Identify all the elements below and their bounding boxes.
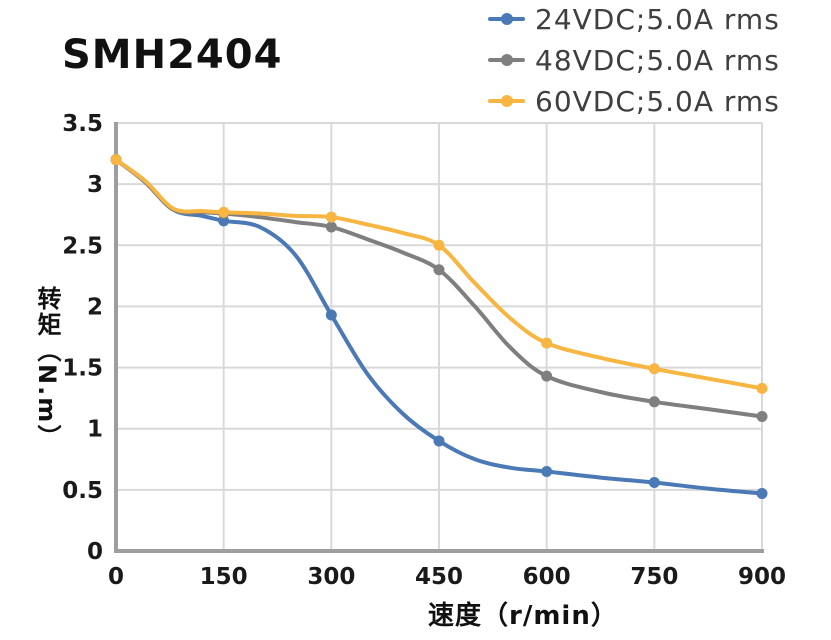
- data-point: [433, 435, 445, 447]
- legend-item-24vdc: 24VDC;5.0A rms: [488, 2, 780, 36]
- y-tick-label: 1: [87, 417, 103, 443]
- y-tick-label: 3: [87, 172, 103, 198]
- x-axis-title: 速度（r/min）: [428, 601, 618, 631]
- legend-line-marker: [488, 95, 525, 107]
- legend-dot-marker: [500, 13, 513, 25]
- legend-line-marker: [488, 54, 525, 66]
- chart-legend: 24VDC;5.0A rms 48VDC;5.0A rms 60VDC;5.0A…: [488, 2, 780, 118]
- legend-line-marker: [488, 13, 525, 25]
- data-point: [218, 206, 230, 218]
- curve-24vdc: [114, 157, 764, 496]
- y-tick-label: 0.5: [62, 478, 103, 504]
- data-point: [433, 264, 445, 276]
- y-tick-label: 3.5: [62, 111, 103, 137]
- data-point: [756, 410, 768, 422]
- legend-item-48vdc: 48VDC;5.0A rms: [488, 43, 780, 77]
- legend-item-60vdc: 60VDC;5.0A rms: [488, 84, 780, 118]
- legend-dot-marker: [500, 95, 513, 107]
- data-point: [756, 382, 768, 394]
- page-title: SMH2404: [62, 32, 283, 78]
- legend-label: 60VDC;5.0A rms: [535, 84, 780, 118]
- x-tick-label: 600: [523, 564, 571, 590]
- data-point: [648, 363, 660, 375]
- data-point: [541, 337, 553, 349]
- data-point: [541, 466, 553, 478]
- data-point: [325, 211, 337, 223]
- data-point: [325, 309, 337, 321]
- curve-60vdc: [114, 157, 764, 391]
- x-tick-label: 750: [630, 564, 678, 590]
- legend-label: 48VDC;5.0A rms: [535, 43, 780, 77]
- x-tick-label: 0: [108, 564, 124, 590]
- data-point: [433, 239, 445, 251]
- x-tick-label: 900: [738, 564, 786, 590]
- y-tick-label: 2.5: [62, 233, 103, 259]
- legend-label: 24VDC;5.0A rms: [535, 2, 780, 36]
- data-point: [110, 154, 122, 166]
- x-tick-label: 450: [415, 564, 463, 590]
- legend-dot-marker: [500, 54, 513, 66]
- data-point: [648, 477, 660, 489]
- y-axis-title: 转矩（N.m）: [33, 286, 61, 451]
- x-tick-label: 300: [307, 564, 355, 590]
- y-tick-label: 0: [87, 539, 103, 565]
- y-tick-label: 1.5: [62, 356, 103, 382]
- x-tick-label: 150: [200, 564, 248, 590]
- data-point: [541, 370, 553, 382]
- data-point: [325, 221, 337, 233]
- y-tick-label: 2: [87, 294, 103, 320]
- data-point: [648, 396, 660, 408]
- data-point: [756, 488, 768, 500]
